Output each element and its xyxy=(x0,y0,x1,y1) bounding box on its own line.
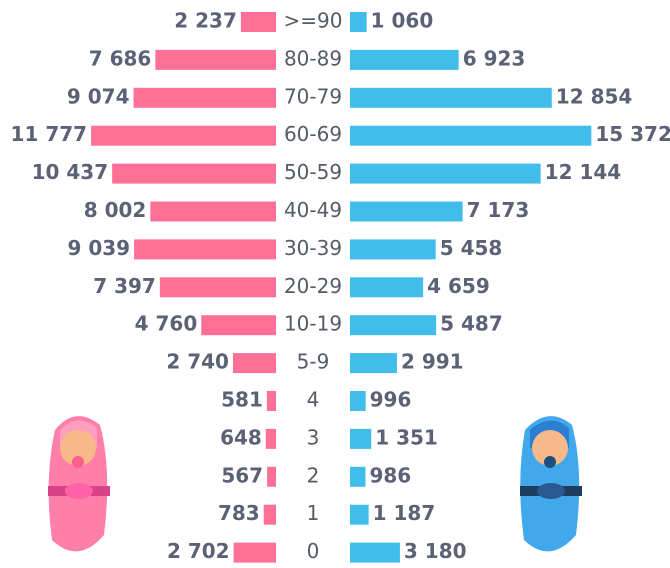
category-label: 0 xyxy=(307,539,320,563)
category-label: 70-79 xyxy=(284,84,342,108)
category-label: 40-49 xyxy=(284,198,342,222)
bar xyxy=(159,277,276,298)
bar xyxy=(350,542,400,563)
value-label: 1 060 xyxy=(371,9,434,33)
value-label: 9 039 xyxy=(67,236,130,260)
value-label: 648 xyxy=(220,425,262,449)
category-label: 3 xyxy=(307,425,320,449)
value-label: 15 372 xyxy=(595,122,670,146)
bar xyxy=(350,201,463,222)
bar xyxy=(133,87,276,108)
bar xyxy=(350,239,436,260)
bar xyxy=(350,504,369,525)
category-label: 4 xyxy=(307,388,320,412)
value-label: 2 702 xyxy=(167,539,230,563)
category-label: 2 xyxy=(307,463,320,487)
bar xyxy=(134,239,276,260)
value-label: 783 xyxy=(218,501,260,525)
bar xyxy=(350,466,366,487)
bar xyxy=(155,49,276,70)
bar xyxy=(350,315,437,336)
value-label: 986 xyxy=(369,463,411,487)
value-label: 12 144 xyxy=(545,160,622,184)
value-label: 2 237 xyxy=(174,9,237,33)
category-label: 80-89 xyxy=(284,46,342,70)
value-label: 581 xyxy=(221,388,263,412)
category-label: >=90 xyxy=(284,9,343,33)
boy-icon xyxy=(520,416,582,552)
bar xyxy=(201,315,276,336)
value-label: 7 397 xyxy=(93,274,156,298)
value-label: 12 854 xyxy=(556,84,633,108)
bar xyxy=(263,504,276,525)
value-label: 5 458 xyxy=(440,236,503,260)
value-label: 4 760 xyxy=(135,312,198,336)
bar xyxy=(350,428,372,449)
value-label: 10 437 xyxy=(32,160,109,184)
value-label: 567 xyxy=(221,463,263,487)
bar xyxy=(91,125,276,146)
bar xyxy=(266,391,276,411)
category-label: 60-69 xyxy=(284,122,342,146)
value-label: 8 002 xyxy=(84,198,147,222)
value-label: 3 180 xyxy=(404,539,467,563)
value-label: 2 991 xyxy=(401,350,464,374)
bar xyxy=(350,277,424,298)
value-label: 5 487 xyxy=(440,312,503,336)
bar xyxy=(350,87,552,108)
value-label: 9 074 xyxy=(67,84,130,108)
bar xyxy=(240,12,276,32)
bar xyxy=(350,12,367,32)
value-label: 1 351 xyxy=(375,425,438,449)
category-label: 1 xyxy=(307,501,320,525)
bar xyxy=(350,353,397,374)
value-label: 7 686 xyxy=(89,46,152,70)
value-label: 1 187 xyxy=(373,501,436,525)
value-label: 11 777 xyxy=(11,122,88,146)
girl-icon xyxy=(48,416,110,552)
bar xyxy=(150,201,276,222)
bar xyxy=(112,163,276,184)
category-label: 10-19 xyxy=(284,312,342,336)
category-label: 50-59 xyxy=(284,160,342,184)
value-label: 996 xyxy=(370,388,412,412)
bar xyxy=(233,542,276,563)
bar xyxy=(232,353,276,374)
bar xyxy=(267,466,276,487)
bar xyxy=(350,49,459,70)
bar xyxy=(350,391,366,411)
value-label: 2 740 xyxy=(166,350,229,374)
value-label: 6 923 xyxy=(463,46,526,70)
bar xyxy=(350,125,592,146)
category-label: 20-29 xyxy=(284,274,342,298)
category-label: 5-9 xyxy=(297,350,330,374)
value-label: 7 173 xyxy=(467,198,530,222)
value-label: 4 659 xyxy=(427,274,490,298)
category-label: 30-39 xyxy=(284,236,342,260)
bar xyxy=(265,428,276,449)
bar xyxy=(350,163,541,184)
